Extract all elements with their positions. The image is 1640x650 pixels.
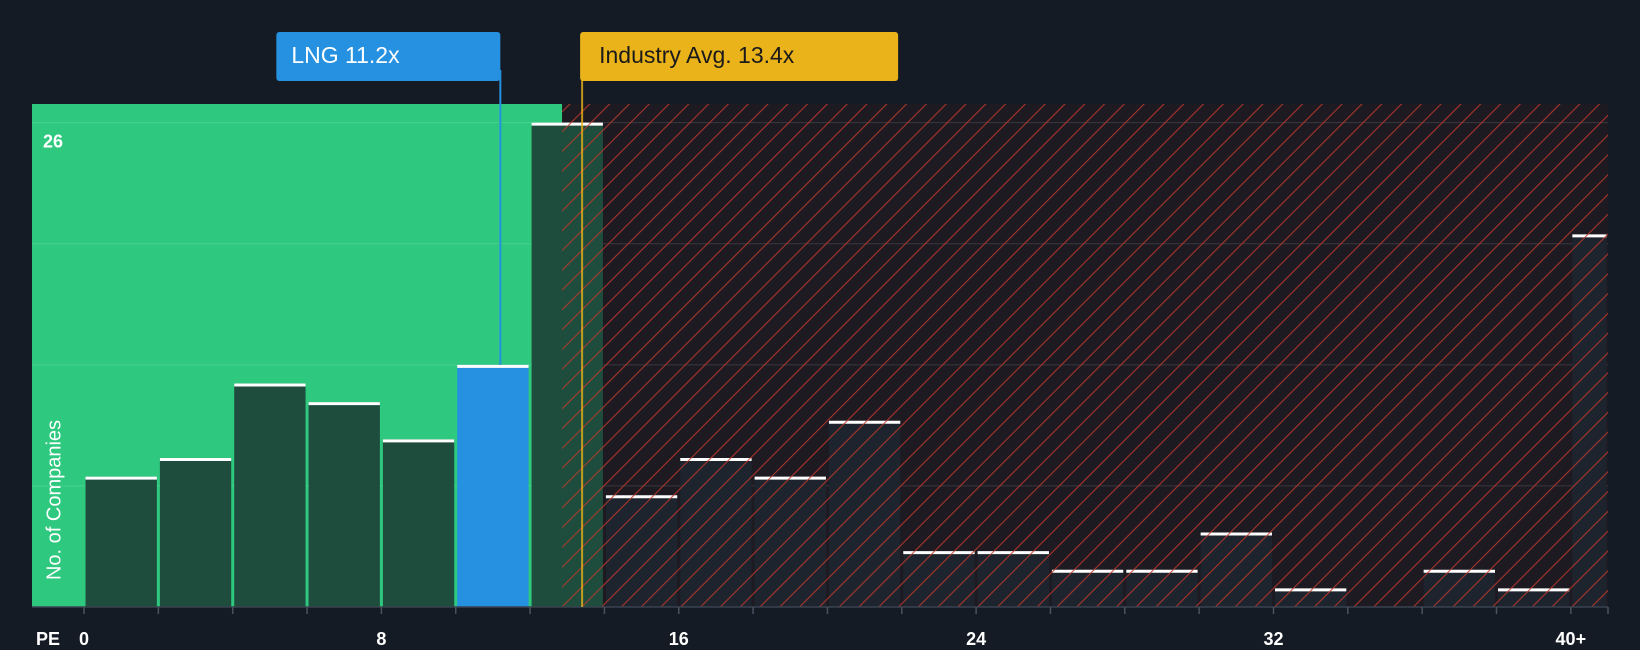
y-axis-label: No. of Companies	[43, 420, 65, 580]
x-tick-label: 16	[669, 629, 689, 649]
bar	[85, 476, 157, 607]
industry-avg-label: Industry Avg. 13.4x	[599, 42, 795, 68]
industry-avg-label-box	[580, 32, 899, 81]
company-label-box	[276, 32, 501, 81]
x-tick-label: 32	[1263, 629, 1283, 649]
company-label: LNG 11.2x	[291, 42, 400, 68]
bar	[382, 439, 455, 607]
x-tick-label: 0	[79, 629, 89, 649]
x-axis-label: PE	[36, 629, 60, 649]
bar	[234, 383, 306, 607]
x-tick-label: 40+	[1556, 629, 1587, 649]
bar	[308, 402, 380, 607]
bar	[159, 457, 232, 607]
x-tick-label: 24	[966, 629, 986, 649]
y-tick-label: 26	[43, 131, 63, 151]
x-tick-label: 8	[376, 629, 386, 649]
expensive-hatch	[562, 104, 1608, 607]
bar	[457, 364, 529, 607]
